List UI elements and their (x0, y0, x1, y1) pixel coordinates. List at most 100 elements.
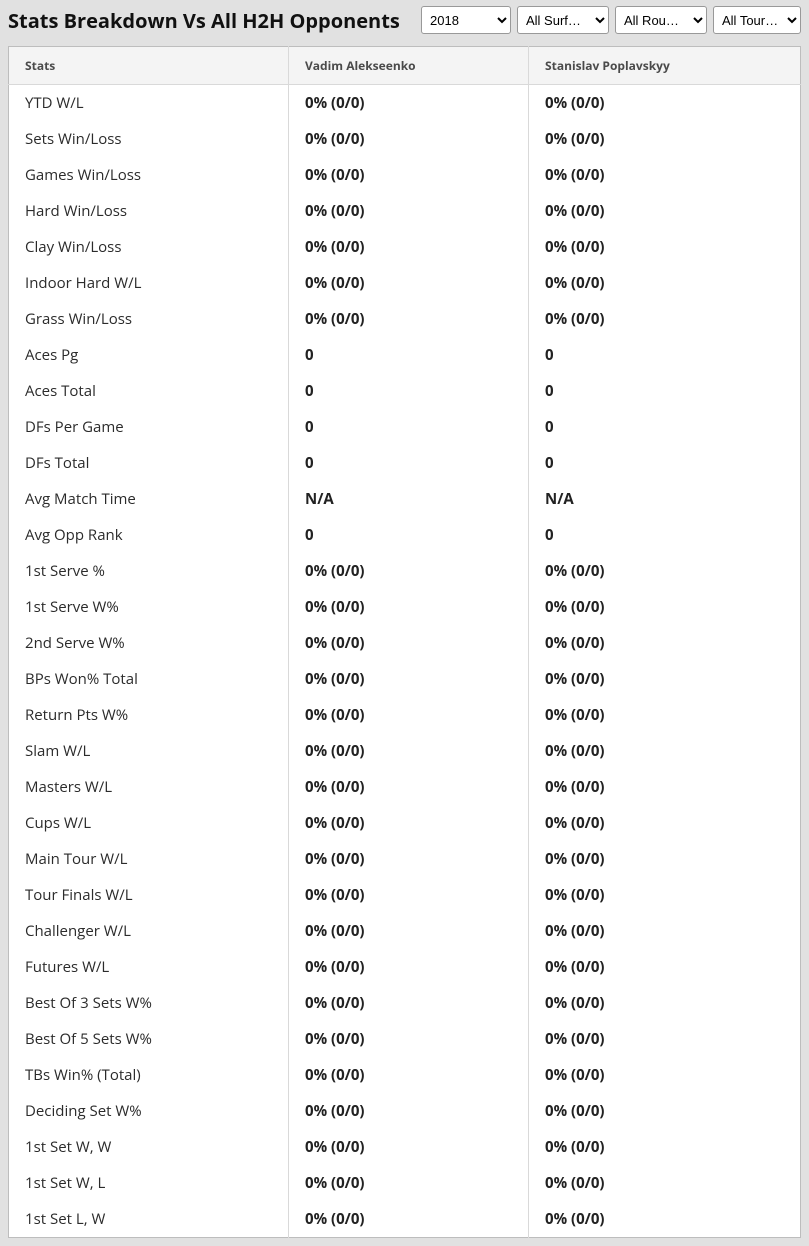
stat-label: DFs Total (9, 445, 289, 481)
stat-value-player2: 0% (0/0) (529, 877, 801, 913)
stat-value-player2: 0 (529, 517, 801, 553)
stat-value-player2: 0% (0/0) (529, 301, 801, 337)
stat-value-player2: 0% (0/0) (529, 1165, 801, 1201)
stat-value-player1: 0% (0/0) (289, 301, 529, 337)
stat-value-player2: 0% (0/0) (529, 193, 801, 229)
stat-value-player1: 0% (0/0) (289, 733, 529, 769)
stat-value-player2: 0% (0/0) (529, 1021, 801, 1057)
stat-value-player2: 0% (0/0) (529, 157, 801, 193)
stat-value-player1: 0% (0/0) (289, 661, 529, 697)
year-select[interactable]: 2018 (421, 6, 511, 34)
col-header-player2: Stanislav Poplavskyy (529, 47, 801, 85)
stat-value-player1: 0% (0/0) (289, 121, 529, 157)
table-row: 2nd Serve W%0% (0/0)0% (0/0) (9, 625, 801, 661)
surface-select[interactable]: All Surf… (517, 6, 609, 34)
stat-label: Clay Win/Loss (9, 229, 289, 265)
stat-label: Best Of 5 Sets W% (9, 1021, 289, 1057)
stats-table: Stats Vadim Alekseenko Stanislav Poplavs… (8, 46, 801, 1238)
stat-value-player2: 0% (0/0) (529, 553, 801, 589)
table-row: Main Tour W/L0% (0/0)0% (0/0) (9, 841, 801, 877)
stat-value-player2: N/A (529, 481, 801, 517)
stat-label: 1st Set W, L (9, 1165, 289, 1201)
stat-value-player2: 0% (0/0) (529, 265, 801, 301)
stat-value-player1: 0% (0/0) (289, 913, 529, 949)
col-header-stats: Stats (9, 47, 289, 85)
stat-value-player1: 0% (0/0) (289, 697, 529, 733)
table-row: Sets Win/Loss0% (0/0)0% (0/0) (9, 121, 801, 157)
table-row: Challenger W/L0% (0/0)0% (0/0) (9, 913, 801, 949)
stat-value-player1: 0 (289, 445, 529, 481)
stat-value-player1: 0% (0/0) (289, 589, 529, 625)
stat-label: Challenger W/L (9, 913, 289, 949)
stat-label: YTD W/L (9, 85, 289, 122)
stat-value-player2: 0 (529, 445, 801, 481)
tour-select[interactable]: All Tour… (713, 6, 801, 34)
table-row: Cups W/L0% (0/0)0% (0/0) (9, 805, 801, 841)
table-row: Tour Finals W/L0% (0/0)0% (0/0) (9, 877, 801, 913)
stat-value-player2: 0% (0/0) (529, 769, 801, 805)
stat-value-player1: N/A (289, 481, 529, 517)
stat-label: Return Pts W% (9, 697, 289, 733)
table-row: 1st Set W, W0% (0/0)0% (0/0) (9, 1129, 801, 1165)
stat-label: Avg Opp Rank (9, 517, 289, 553)
stat-value-player2: 0% (0/0) (529, 589, 801, 625)
stat-value-player1: 0% (0/0) (289, 157, 529, 193)
table-row: DFs Per Game00 (9, 409, 801, 445)
table-row: TBs Win% (Total)0% (0/0)0% (0/0) (9, 1057, 801, 1093)
stat-label: Avg Match Time (9, 481, 289, 517)
stat-value-player2: 0 (529, 337, 801, 373)
stat-value-player1: 0% (0/0) (289, 265, 529, 301)
stat-label: Futures W/L (9, 949, 289, 985)
stat-value-player2: 0% (0/0) (529, 85, 801, 122)
col-header-player1: Vadim Alekseenko (289, 47, 529, 85)
stat-value-player1: 0% (0/0) (289, 1129, 529, 1165)
table-row: Aces Total00 (9, 373, 801, 409)
table-row: Deciding Set W%0% (0/0)0% (0/0) (9, 1093, 801, 1129)
stat-label: Slam W/L (9, 733, 289, 769)
stat-label: 1st Set L, W (9, 1201, 289, 1238)
stat-value-player2: 0% (0/0) (529, 1057, 801, 1093)
table-row: 1st Set L, W0% (0/0)0% (0/0) (9, 1201, 801, 1238)
table-row: Clay Win/Loss0% (0/0)0% (0/0) (9, 229, 801, 265)
stat-value-player2: 0% (0/0) (529, 1201, 801, 1238)
stat-value-player2: 0 (529, 373, 801, 409)
stat-value-player1: 0% (0/0) (289, 553, 529, 589)
stat-value-player2: 0% (0/0) (529, 913, 801, 949)
stat-value-player2: 0% (0/0) (529, 229, 801, 265)
stat-label: Sets Win/Loss (9, 121, 289, 157)
stat-value-player2: 0% (0/0) (529, 733, 801, 769)
table-row: YTD W/L0% (0/0)0% (0/0) (9, 85, 801, 122)
stat-label: Grass Win/Loss (9, 301, 289, 337)
stat-label: 1st Set W, W (9, 1129, 289, 1165)
table-row: Avg Match TimeN/AN/A (9, 481, 801, 517)
stat-value-player1: 0% (0/0) (289, 769, 529, 805)
table-row: Futures W/L0% (0/0)0% (0/0) (9, 949, 801, 985)
stat-label: DFs Per Game (9, 409, 289, 445)
stat-value-player1: 0% (0/0) (289, 1093, 529, 1129)
page-title: Stats Breakdown Vs All H2H Opponents (8, 7, 415, 34)
stat-label: Aces Total (9, 373, 289, 409)
stat-label: Games Win/Loss (9, 157, 289, 193)
table-container: Stats Vadim Alekseenko Stanislav Poplavs… (0, 40, 809, 1246)
stat-value-player2: 0% (0/0) (529, 985, 801, 1021)
stat-value-player2: 0% (0/0) (529, 697, 801, 733)
stat-label: 2nd Serve W% (9, 625, 289, 661)
table-row: Aces Pg00 (9, 337, 801, 373)
table-row: Best Of 5 Sets W%0% (0/0)0% (0/0) (9, 1021, 801, 1057)
table-row: 1st Serve W%0% (0/0)0% (0/0) (9, 589, 801, 625)
stat-value-player2: 0% (0/0) (529, 805, 801, 841)
table-row: BPs Won% Total0% (0/0)0% (0/0) (9, 661, 801, 697)
stat-value-player1: 0% (0/0) (289, 1057, 529, 1093)
table-row: Hard Win/Loss0% (0/0)0% (0/0) (9, 193, 801, 229)
table-row: Avg Opp Rank00 (9, 517, 801, 553)
stat-label: BPs Won% Total (9, 661, 289, 697)
stat-value-player1: 0 (289, 373, 529, 409)
table-row: Slam W/L0% (0/0)0% (0/0) (9, 733, 801, 769)
round-select[interactable]: All Rou… (615, 6, 707, 34)
stat-label: Cups W/L (9, 805, 289, 841)
stat-label: 1st Serve W% (9, 589, 289, 625)
stat-value-player2: 0% (0/0) (529, 1093, 801, 1129)
stat-value-player1: 0% (0/0) (289, 85, 529, 122)
stat-label: Hard Win/Loss (9, 193, 289, 229)
stat-value-player2: 0% (0/0) (529, 121, 801, 157)
